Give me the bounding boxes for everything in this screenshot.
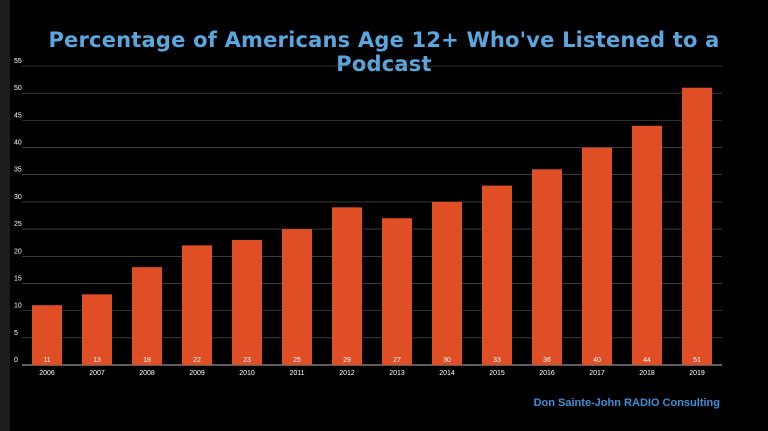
- bar-value-label: 23: [243, 357, 251, 364]
- x-tick-label: 2007: [89, 370, 105, 377]
- bar: [82, 294, 112, 365]
- bar: [582, 147, 612, 365]
- x-tick-label: 2016: [539, 370, 555, 377]
- bar-value-label: 36: [543, 357, 551, 364]
- bar-value-label: 29: [343, 357, 351, 364]
- x-tick-label: 2019: [689, 370, 705, 377]
- y-tick-label: 0: [14, 357, 18, 364]
- y-tick-label: 20: [14, 248, 22, 255]
- y-tick-label: 10: [14, 303, 22, 310]
- x-tick-label: 2010: [239, 370, 255, 377]
- bar: [232, 239, 262, 365]
- bar: [682, 87, 712, 365]
- x-tick-label: 2017: [589, 370, 605, 377]
- bar-value-label: 22: [193, 357, 201, 364]
- bar-value-label: 44: [643, 357, 651, 364]
- bar-value-label: 33: [493, 357, 501, 364]
- bar-value-label: 11: [43, 357, 50, 364]
- bar: [282, 229, 312, 365]
- y-tick-label: 40: [14, 140, 22, 147]
- bar-value-label: 40: [593, 357, 601, 364]
- x-tick-label: 2011: [289, 370, 304, 377]
- x-tick-label: 2015: [489, 370, 505, 377]
- x-tick-label: 2006: [39, 370, 55, 377]
- bar-value-label: 27: [393, 357, 401, 364]
- y-tick-label: 25: [14, 221, 22, 228]
- x-tick-label: 2009: [189, 370, 205, 377]
- bar: [632, 125, 662, 365]
- bar: [532, 169, 562, 365]
- bar-value-label: 13: [93, 357, 101, 364]
- x-tick-label: 2014: [439, 370, 455, 377]
- x-tick-label: 2008: [139, 370, 155, 377]
- bar: [332, 207, 362, 365]
- x-tick-label: 2018: [639, 370, 655, 377]
- bar-value-label: 51: [693, 357, 701, 364]
- bar: [182, 245, 212, 365]
- bar: [482, 185, 512, 365]
- bar: [32, 305, 62, 365]
- chart-title: Percentage of Americans Age 12+ Who've L…: [48, 28, 720, 76]
- y-tick-label: 5: [14, 330, 18, 337]
- bar: [382, 218, 412, 365]
- y-tick-label: 35: [14, 167, 22, 174]
- y-tick-label: 55: [14, 58, 22, 65]
- x-tick-label: 2012: [339, 370, 355, 377]
- y-tick-label: 15: [14, 275, 22, 282]
- x-tick-label: 2013: [389, 370, 405, 377]
- y-tick-label: 50: [14, 85, 22, 92]
- y-tick-label: 45: [14, 112, 22, 119]
- left-edge-shade: [0, 0, 10, 431]
- bar-value-label: 25: [293, 357, 301, 364]
- bar: [432, 201, 462, 365]
- credit-text: Don Sainte-John RADIO Consulting: [533, 397, 720, 409]
- bar-value-label: 30: [443, 357, 451, 364]
- y-tick-label: 30: [14, 194, 22, 201]
- bar-value-label: 18: [143, 357, 151, 364]
- bar: [132, 267, 162, 365]
